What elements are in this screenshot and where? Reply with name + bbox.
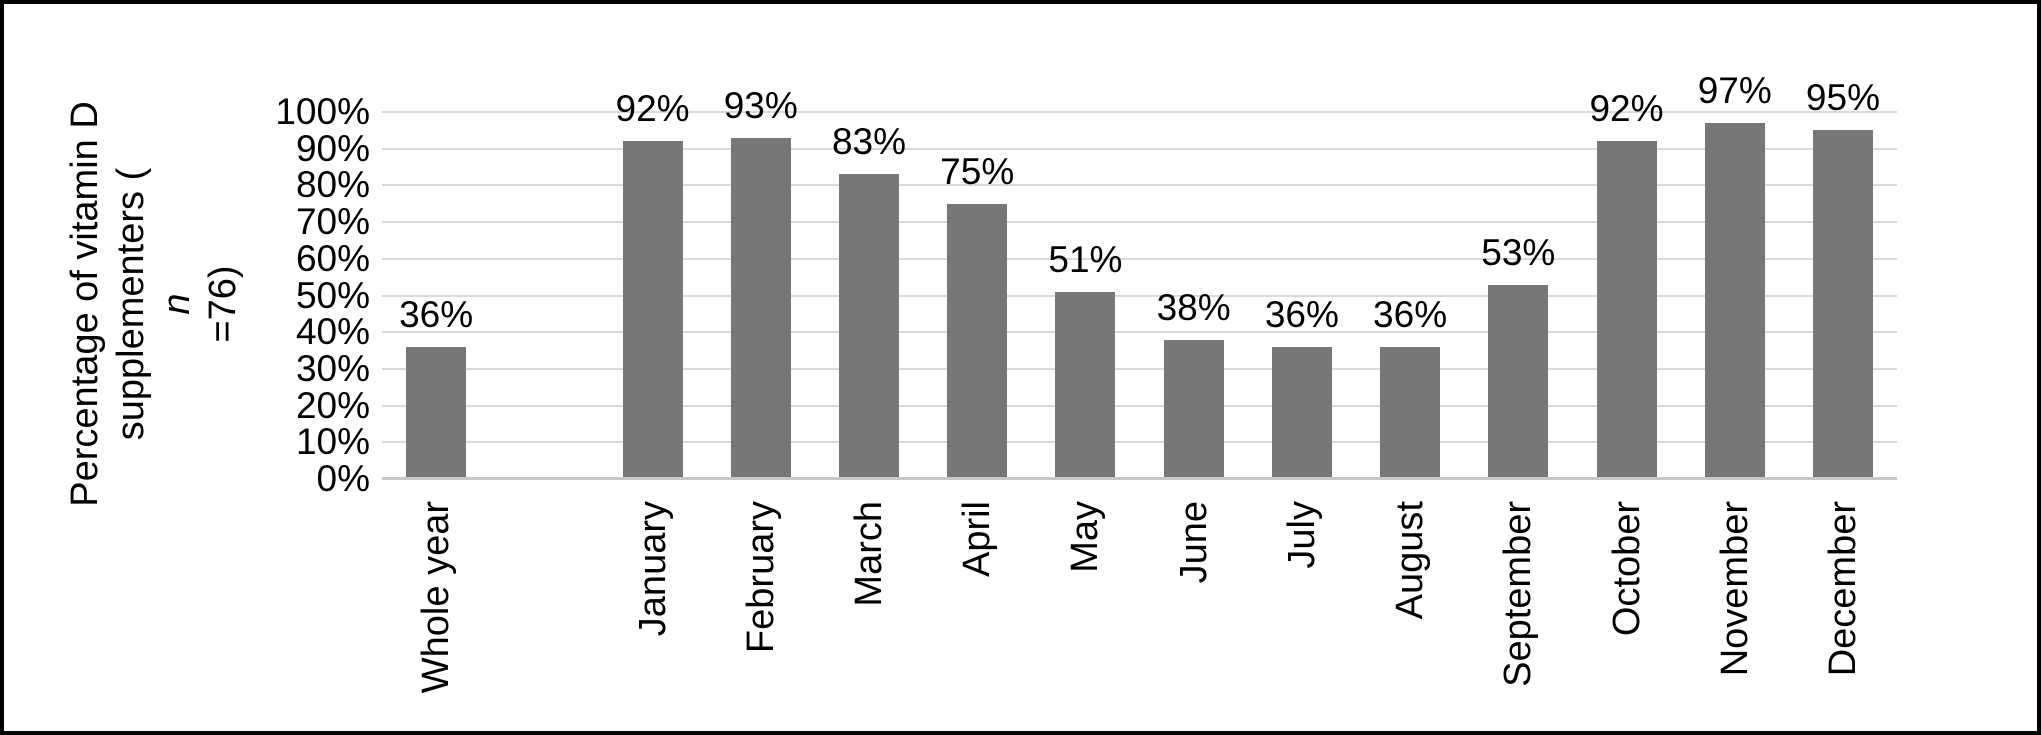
x-axis-label: November [1713,501,1756,677]
gridline [382,147,1897,150]
bar-january [622,141,683,479]
bar-may [1055,291,1116,479]
gridline [382,441,1897,444]
y-tick-label: 40% [295,311,370,353]
bar-august [1380,346,1441,479]
x-axis-label: July [1280,501,1323,569]
y-tick-label: 50% [295,274,370,316]
bar-whole-year [406,346,467,479]
y-tick-label: 30% [295,347,370,389]
category-slot [490,112,598,479]
category-slot: 95% December [1789,79,1897,676]
category-slot: 75% April [923,112,1031,577]
x-axis-label: April [956,501,999,578]
bar-june [1163,339,1224,479]
x-axis-label: June [1172,501,1215,584]
x-axis-label: August [1389,501,1432,620]
y-tick-label: 20% [295,384,370,426]
x-axis-label: December [1821,501,1864,677]
y-tick-label: 100% [275,91,370,132]
bar-october [1596,141,1657,479]
gridline [382,367,1897,370]
category-slot: 36% July [1248,112,1356,569]
y-tick-label: 90% [295,127,370,169]
value-label: 75% [940,150,1015,192]
x-axis-label: March [847,501,890,607]
x-axis-label: Whole year [415,501,458,694]
bar-november [1704,123,1765,479]
category-slot: 36% Whole year [382,112,490,693]
bar-december [1812,130,1873,479]
plot-area: 36% Whole year 92% January 93% February 83% Mar… [382,72,1897,693]
x-axis-label: October [1605,501,1648,637]
category-slot: 93% February [707,87,815,653]
category-slot: 36% August [1356,112,1464,619]
gridline [382,184,1897,187]
gridline [382,111,1897,113]
value-label: 36% [1264,293,1339,335]
category-slot: 51% May [1031,112,1139,573]
gridline [382,221,1897,224]
x-axis-label: January [631,501,674,637]
value-label: 38% [1156,286,1231,328]
value-label: 36% [1373,293,1448,335]
y-tick-label: 80% [295,164,370,206]
category-slot: 92% January [598,90,706,636]
value-label: 93% [723,84,798,126]
category-slot: 38% June [1140,112,1248,584]
value-label: 53% [1481,231,1556,273]
value-label: 97% [1697,70,1772,112]
y-tick-label: 70% [295,201,370,243]
category-slot: 83% March [815,112,923,606]
y-tick-label: 60% [295,237,370,279]
y-tick-label: 10% [295,421,370,463]
category-slot: 92% October [1572,90,1680,636]
gridline [382,294,1897,297]
category-slot: 97% November [1681,72,1789,676]
value-label: 92% [615,88,690,130]
value-label: 92% [1589,88,1664,130]
y-tick-label: 0% [316,458,370,499]
bars-layer: 36% Whole year 92% January 93% February 83% Mar… [382,72,1897,693]
value-label: 36% [399,293,474,335]
bar-march [838,174,899,479]
value-label: 83% [831,121,907,163]
value-label: 95% [1805,77,1880,119]
bar-september [1488,284,1549,479]
x-axis-label: September [1497,501,1540,687]
x-axis-line [382,477,1897,480]
x-axis-label: May [1064,501,1107,573]
gridline [382,331,1897,334]
x-axis-label: February [739,501,782,654]
bar-february [730,137,791,479]
gridline [382,404,1897,407]
gridline [382,257,1897,260]
value-label: 51% [1048,238,1123,280]
category-slot: 53% September [1464,112,1572,687]
bar-july [1271,346,1332,479]
bar-april [947,203,1008,479]
